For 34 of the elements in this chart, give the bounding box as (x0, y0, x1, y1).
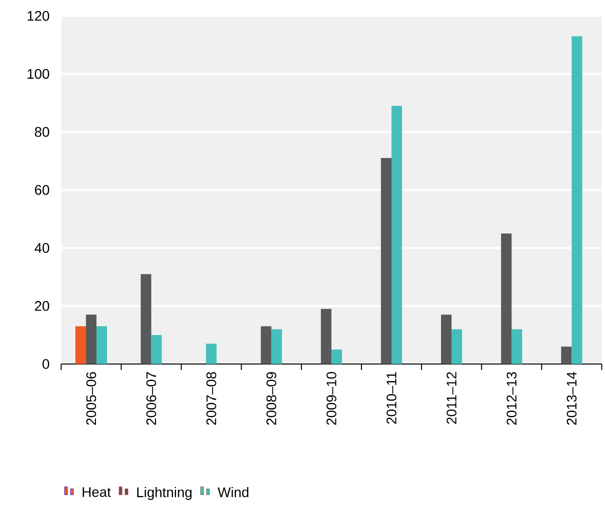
y-tick-label: 120 (28, 10, 50, 21)
x-tick-label: 2009–10 (326, 372, 336, 425)
x-tick-label: 2012–13 (506, 372, 517, 425)
bar (572, 36, 582, 364)
y-tick-label: 20 (34, 300, 50, 311)
x-tick-label: 2011–12 (446, 372, 456, 424)
bar (271, 329, 282, 364)
bar (380, 158, 392, 364)
bar (391, 106, 402, 364)
legend-label: Lightning (137, 486, 192, 500)
bar (320, 308, 332, 364)
bar (151, 334, 162, 364)
y-tick-label: 40 (34, 242, 50, 253)
y-tick-label: 60 (34, 184, 50, 195)
bar (452, 329, 462, 364)
bar (75, 326, 86, 364)
bar (331, 349, 342, 364)
legend-label: Heat (82, 487, 111, 497)
x-tick-label: 2006–07 (146, 372, 156, 425)
y-tick-label: 0 (42, 358, 50, 369)
bar (561, 346, 572, 364)
x-tick-label: 2005–06 (86, 372, 96, 425)
bar (512, 329, 522, 364)
y-tick-label: 80 (34, 126, 50, 137)
bar (260, 326, 272, 364)
x-tick-label: 2007–08 (206, 372, 216, 425)
x-tick-label: 2010–11 (386, 372, 396, 424)
x-tick-label: 2008–09 (266, 372, 276, 425)
legend-label: Wind (218, 486, 248, 498)
bar (140, 274, 152, 364)
x-tick-label: 2013–14 (566, 372, 577, 425)
bar (441, 314, 452, 364)
bar (501, 233, 512, 364)
y-tick-label: 100 (28, 68, 50, 79)
